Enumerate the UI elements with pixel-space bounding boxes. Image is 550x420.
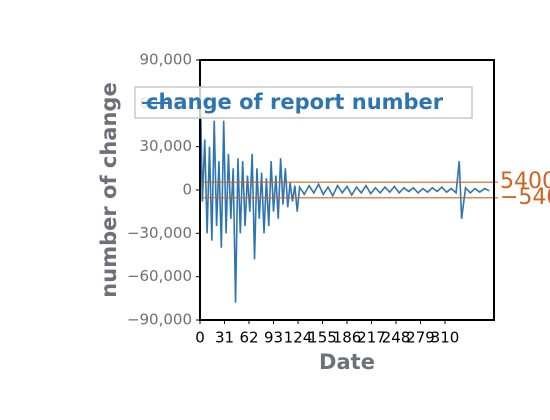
y-tick-label: 0 [182,181,192,199]
x-tick-label: 155 [308,329,337,347]
x-tick-label: 248 [382,329,411,347]
legend: change of report number [134,86,473,119]
reference-label: 5400 [500,169,550,194]
x-tick-label: 93 [264,329,283,347]
x-tick-label: 62 [239,329,258,347]
y-tick-label: 90,000 [140,51,193,69]
y-tick-label: −60,000 [127,267,192,285]
plot-frame [199,59,495,321]
reference-label: −5400 [500,185,550,210]
x-tick-label: 279 [406,329,435,347]
x-tick-label: 217 [357,329,386,347]
y-tick-label: −30,000 [127,224,192,242]
legend-box [134,86,473,119]
data-line [199,74,490,303]
y-axis-label: number of change [97,82,121,297]
y-tick-label: 30,000 [140,137,193,155]
x-tick-label: 310 [431,329,460,347]
legend-label: change of report number [146,90,444,114]
x-tick-label: 31 [215,329,234,347]
x-axis-label: Date [319,350,375,374]
x-tick-label: 0 [195,329,205,347]
x-tick-label: 124 [284,329,313,347]
x-tick-label: 186 [333,329,362,347]
y-tick-label: −90,000 [127,311,192,329]
